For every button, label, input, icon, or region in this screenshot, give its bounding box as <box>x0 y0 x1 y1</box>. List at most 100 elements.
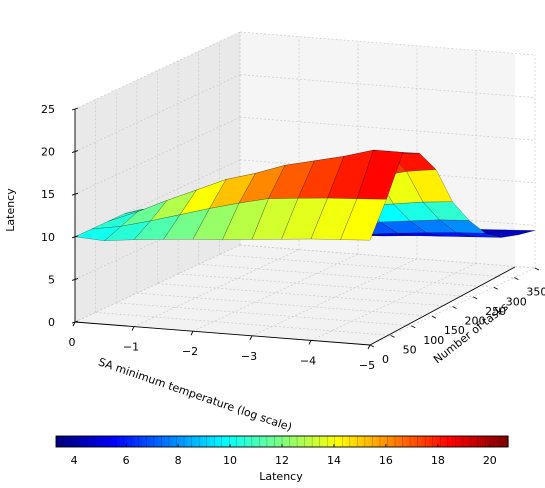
colorbar-segment <box>462 436 468 447</box>
y-gridline <box>219 254 515 278</box>
colorbar-segment <box>259 436 264 447</box>
colorbar-segment <box>496 436 502 447</box>
colorbar-segment <box>217 436 223 447</box>
colorbar-segment <box>504 436 509 447</box>
x-tick-label: 0 <box>69 336 76 349</box>
colorbar-segment <box>244 436 249 447</box>
colorbar-segment <box>372 436 377 447</box>
x-tick <box>367 344 371 350</box>
colorbar-segment <box>368 436 373 447</box>
colorbar-segment <box>353 436 358 447</box>
colorbar-segment <box>266 436 272 447</box>
colorbar-segment <box>421 436 426 447</box>
colorbar-segment <box>248 436 253 447</box>
z-tick-label: 10 <box>41 231 55 244</box>
x-axis-line <box>74 321 371 346</box>
colorbar-segment <box>56 436 61 447</box>
colorbar-segment <box>142 436 147 447</box>
y-gridline <box>178 273 474 298</box>
y-gridline <box>157 283 453 307</box>
x-tick <box>72 321 76 327</box>
colorbar-segment <box>308 436 313 447</box>
colorbar-label: Latency <box>259 470 303 483</box>
z-gridline <box>239 74 536 98</box>
colorbar-segment <box>459 436 464 447</box>
z-tick-label: 0 <box>48 316 55 329</box>
colorbar-segment <box>417 436 422 447</box>
colorbar-tick-label: 18 <box>431 454 445 467</box>
colorbar-segment <box>150 436 155 447</box>
colorbar-segment <box>300 436 306 447</box>
y-tick-label: 50 <box>403 343 417 356</box>
colorbar-segment <box>466 436 471 447</box>
colorbar-segment <box>82 436 87 447</box>
x-tick-label: −5 <box>359 359 375 372</box>
colorbar-tick-label: 6 <box>123 454 130 467</box>
y-tick-label: 150 <box>444 324 465 337</box>
x-tick-label: −3 <box>241 350 257 363</box>
colorbar-segment <box>395 436 400 447</box>
x-tick-label: −1 <box>123 341 139 354</box>
colorbar-segment <box>236 436 242 447</box>
colorbar-segment <box>138 436 144 447</box>
x-tick <box>190 330 194 336</box>
colorbar-segment <box>470 436 475 447</box>
y-gridline <box>95 312 391 336</box>
z-gridline <box>239 159 536 184</box>
colorbar-segment <box>116 436 121 447</box>
colorbar-segment <box>489 436 494 447</box>
x-tick-label: −2 <box>182 345 198 358</box>
colorbar-segment <box>270 436 276 447</box>
colorbar-segment <box>330 436 336 447</box>
x-tick <box>308 340 312 345</box>
colorbar-segment <box>120 436 125 447</box>
colorbar-segment <box>312 436 317 447</box>
y-tick-label: 200 <box>465 315 486 328</box>
z-axis-label: Latency <box>4 188 17 232</box>
colorbar-segment <box>240 436 245 447</box>
colorbar-segment <box>379 436 385 447</box>
colorbar-segment <box>169 436 174 447</box>
colorbar-segment <box>327 436 332 447</box>
colorbar-segment <box>112 436 117 447</box>
colorbar-segment <box>123 436 129 447</box>
colorbar-segment <box>492 436 498 447</box>
colorbar-segment <box>297 436 302 447</box>
colorbar-segment <box>282 436 287 447</box>
colorbar-segment <box>161 436 166 447</box>
colorbar-segment <box>233 436 238 447</box>
colorbar-segment <box>67 436 72 447</box>
colorbar-segment <box>101 436 106 447</box>
colorbar: 4 6 8 10 12 14 16 18 20 <box>55 435 509 467</box>
colorbar-segment <box>447 436 453 447</box>
surface-patch <box>340 198 387 241</box>
colorbar-segment <box>104 436 110 447</box>
colorbar-segment <box>184 436 189 447</box>
colorbar-segment <box>89 436 95 447</box>
colorbar-segment <box>63 436 68 447</box>
colorbar-segment <box>255 436 260 447</box>
colorbar-segment <box>293 436 298 447</box>
colorbar-segment <box>440 436 445 447</box>
colorbar-segment <box>376 436 381 447</box>
colorbar-segment <box>229 436 234 447</box>
z-tick-label: 15 <box>41 188 55 201</box>
colorbar-segment <box>108 436 114 447</box>
colorbar-segment <box>481 436 486 447</box>
colorbar-segment <box>263 436 268 447</box>
z-tick-label: 25 <box>41 103 55 116</box>
colorbar-segment <box>338 436 343 447</box>
colorbar-segment <box>214 436 219 447</box>
colorbar-segment <box>97 436 102 447</box>
colorbar-segment <box>157 436 163 447</box>
colorbar-tick-label: 4 <box>71 454 78 467</box>
colorbar-segment <box>180 436 185 447</box>
colorbar-segment <box>319 436 325 447</box>
colorbar-segment <box>86 436 91 447</box>
colorbar-segment <box>59 436 65 447</box>
colorbar-segment <box>323 436 328 447</box>
colorbar-segment <box>165 436 170 447</box>
colorbar-segment <box>361 436 366 447</box>
colorbar-segment <box>436 436 441 447</box>
